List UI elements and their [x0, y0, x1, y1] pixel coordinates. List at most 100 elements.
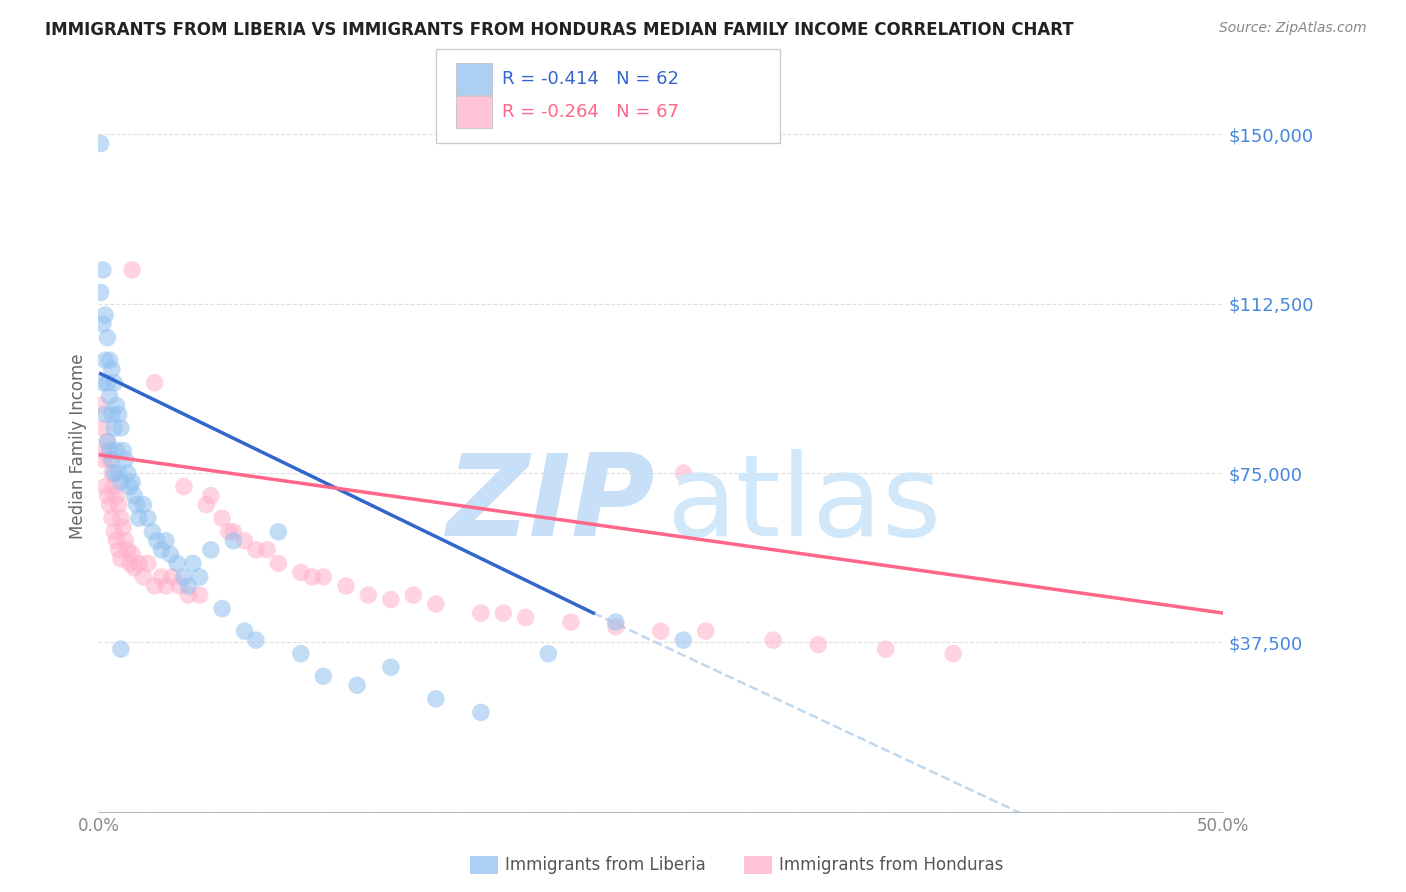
Point — [114, 452, 136, 467]
Point — [94, 308, 117, 322]
Point — [101, 362, 124, 376]
Point — [94, 443, 117, 458]
Point — [107, 498, 129, 512]
Point — [492, 606, 515, 620]
Point — [105, 443, 128, 458]
Point — [245, 633, 267, 648]
Point — [103, 480, 125, 494]
Point — [150, 542, 173, 557]
Point — [335, 579, 357, 593]
Point — [155, 579, 177, 593]
Point — [105, 398, 128, 412]
Point — [173, 480, 195, 494]
Point — [380, 592, 402, 607]
Point — [128, 557, 150, 571]
Point — [942, 647, 965, 661]
Point — [94, 353, 117, 368]
Point — [128, 511, 150, 525]
Point — [150, 570, 173, 584]
Y-axis label: Median Family Income: Median Family Income — [69, 353, 87, 539]
Point — [112, 443, 135, 458]
Point — [105, 533, 128, 548]
Point — [98, 353, 121, 368]
Point — [346, 678, 368, 692]
Point — [101, 511, 124, 525]
Point — [233, 533, 256, 548]
Point — [470, 706, 492, 720]
Point — [110, 552, 132, 566]
Point — [195, 498, 218, 512]
Point — [101, 408, 124, 422]
Point — [143, 376, 166, 390]
Point — [118, 480, 141, 494]
Point — [94, 480, 117, 494]
Point — [121, 263, 143, 277]
Point — [177, 579, 200, 593]
Point — [188, 570, 211, 584]
Point — [672, 633, 695, 648]
Point — [537, 647, 560, 661]
Text: ZIP: ZIP — [447, 449, 655, 560]
Point — [98, 498, 121, 512]
Point — [605, 619, 627, 633]
Point — [357, 588, 380, 602]
Point — [166, 557, 188, 571]
Point — [875, 642, 897, 657]
Point — [169, 579, 191, 593]
Text: IMMIGRANTS FROM LIBERIA VS IMMIGRANTS FROM HONDURAS MEDIAN FAMILY INCOME CORRELA: IMMIGRANTS FROM LIBERIA VS IMMIGRANTS FR… — [45, 21, 1074, 39]
Point — [107, 542, 129, 557]
Point — [103, 466, 125, 480]
Point — [124, 561, 146, 575]
Point — [560, 615, 582, 629]
Point — [605, 615, 627, 629]
Point — [211, 601, 233, 615]
Point — [188, 588, 211, 602]
Text: R = -0.414   N = 62: R = -0.414 N = 62 — [502, 70, 679, 88]
Point — [96, 489, 118, 503]
Point — [672, 466, 695, 480]
Point — [107, 408, 129, 422]
Point — [312, 570, 335, 584]
Point — [136, 557, 159, 571]
Point — [91, 452, 114, 467]
Point — [177, 588, 200, 602]
Text: Source: ZipAtlas.com: Source: ZipAtlas.com — [1219, 21, 1367, 36]
Point — [124, 489, 146, 503]
Point — [107, 466, 129, 480]
Point — [90, 285, 112, 300]
Point — [650, 624, 672, 639]
Point — [301, 570, 323, 584]
Point — [110, 511, 132, 525]
Point — [103, 376, 125, 390]
Point — [98, 389, 121, 403]
Point — [162, 570, 184, 584]
Point — [96, 376, 118, 390]
Point — [425, 597, 447, 611]
Point — [211, 511, 233, 525]
Point — [143, 579, 166, 593]
Text: R = -0.264   N = 67: R = -0.264 N = 67 — [502, 103, 679, 121]
Point — [807, 638, 830, 652]
Point — [200, 542, 222, 557]
Point — [132, 498, 155, 512]
Point — [121, 547, 143, 561]
Point — [312, 669, 335, 683]
Point — [222, 533, 245, 548]
Point — [112, 520, 135, 534]
Point — [96, 434, 118, 449]
Point — [256, 542, 278, 557]
Point — [173, 570, 195, 584]
Point — [105, 489, 128, 503]
Point — [132, 570, 155, 584]
Point — [136, 511, 159, 525]
Point — [91, 317, 114, 331]
Point — [91, 421, 114, 435]
Point — [695, 624, 717, 639]
Point — [245, 542, 267, 557]
Point — [200, 489, 222, 503]
Point — [380, 660, 402, 674]
Point — [218, 524, 240, 539]
Point — [114, 533, 136, 548]
Point — [117, 542, 139, 557]
Text: atlas: atlas — [666, 449, 942, 560]
